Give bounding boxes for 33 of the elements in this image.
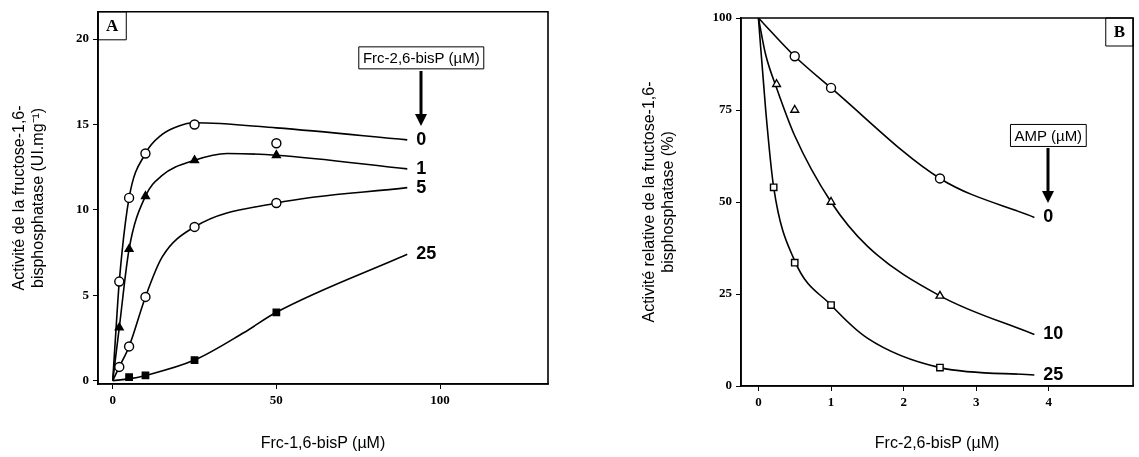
y-tick-label: 0 xyxy=(82,371,89,387)
series-label: 5 xyxy=(416,176,427,197)
y-tick-label: 0 xyxy=(725,377,732,393)
x-tick-label: 0 xyxy=(755,394,762,410)
series-label: 0 xyxy=(416,128,427,149)
x-tick-label: 2 xyxy=(900,394,907,410)
series-label: 25 xyxy=(416,243,437,264)
x-tick-label: 4 xyxy=(1045,394,1053,410)
series-label: 25 xyxy=(1043,363,1064,384)
y-axis-title: Activité relative de la fructose-1,6- bisphosphatase (%) xyxy=(640,81,677,323)
legend-title: Frc-2,6-bisP (µM) xyxy=(362,48,480,66)
x-axis-title: Frc-2,6-bisP (µM) xyxy=(874,433,1000,451)
y-axis-title: Activité de la fructose-1,6- bisphosphatase (UI.mg⁻¹) xyxy=(10,105,47,291)
series-label: 10 xyxy=(1043,323,1064,344)
annotation: A xyxy=(106,16,119,36)
y-tick-label: 100 xyxy=(712,9,732,25)
x-axis-title: Frc-1,6-bisP (µM) xyxy=(260,433,386,451)
y-tick-label: 75 xyxy=(719,101,733,117)
x-tick-label: 1 xyxy=(827,394,835,410)
series-label: 0 xyxy=(1043,206,1054,227)
annotation: B xyxy=(1113,22,1126,42)
y-tick-label: 10 xyxy=(76,201,89,217)
x-tick-label: 3 xyxy=(973,394,981,410)
y-tick-label: 20 xyxy=(76,30,89,46)
y-tick-label: 25 xyxy=(719,285,733,301)
y-tick-label: 50 xyxy=(719,193,732,209)
x-tick-label: 50 xyxy=(269,392,283,408)
x-tick-label: 100 xyxy=(430,392,450,408)
y-tick-label: 5 xyxy=(82,286,90,302)
legend-title: AMP (µM) xyxy=(1014,126,1083,144)
y-tick-label: 15 xyxy=(76,115,90,131)
x-tick-label: 0 xyxy=(109,392,116,408)
series-label: 1 xyxy=(416,157,427,178)
